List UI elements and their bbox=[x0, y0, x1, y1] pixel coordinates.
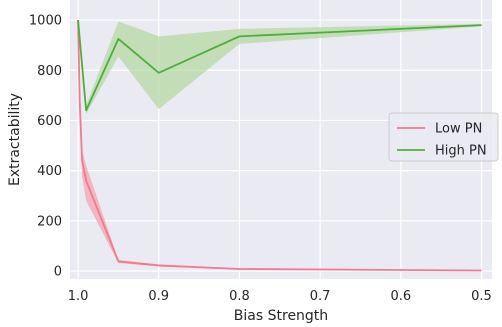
x-tick-label: 0.5 bbox=[471, 289, 492, 304]
x-tick-label: 0.7 bbox=[310, 289, 331, 304]
x-tick-label: 1.0 bbox=[68, 289, 89, 304]
legend: Low PN High PN bbox=[388, 112, 499, 162]
y-tick-labels: 0 200 400 600 800 1000 bbox=[29, 14, 62, 280]
y-tick-label: 200 bbox=[37, 214, 62, 229]
y-tick-label: 400 bbox=[37, 164, 62, 179]
x-axis-label: Bias Strength bbox=[234, 308, 328, 324]
x-tick-label: 0.6 bbox=[390, 289, 411, 304]
y-tick-label: 0 bbox=[54, 264, 62, 279]
x-tick-labels: 1.0 0.9 0.8 0.7 0.6 0.5 bbox=[68, 289, 492, 304]
series-lines bbox=[77, 19, 482, 272]
y-tick-label: 800 bbox=[37, 64, 62, 79]
legend-label-low-pn: Low PN bbox=[435, 122, 482, 137]
legend-box bbox=[388, 112, 499, 162]
y-axis-label: Extractability bbox=[7, 93, 23, 186]
high-pn-band bbox=[78, 20, 482, 115]
confidence-bands bbox=[78, 20, 482, 271]
high-pn-line bbox=[77, 19, 482, 112]
low-pn-line bbox=[77, 20, 482, 272]
legend-label-high-pn: High PN bbox=[435, 144, 487, 159]
y-tick-label: 600 bbox=[37, 114, 62, 129]
y-tick-label: 1000 bbox=[29, 14, 62, 29]
x-tick-label: 0.9 bbox=[148, 289, 169, 304]
x-tick-label: 0.8 bbox=[229, 289, 250, 304]
